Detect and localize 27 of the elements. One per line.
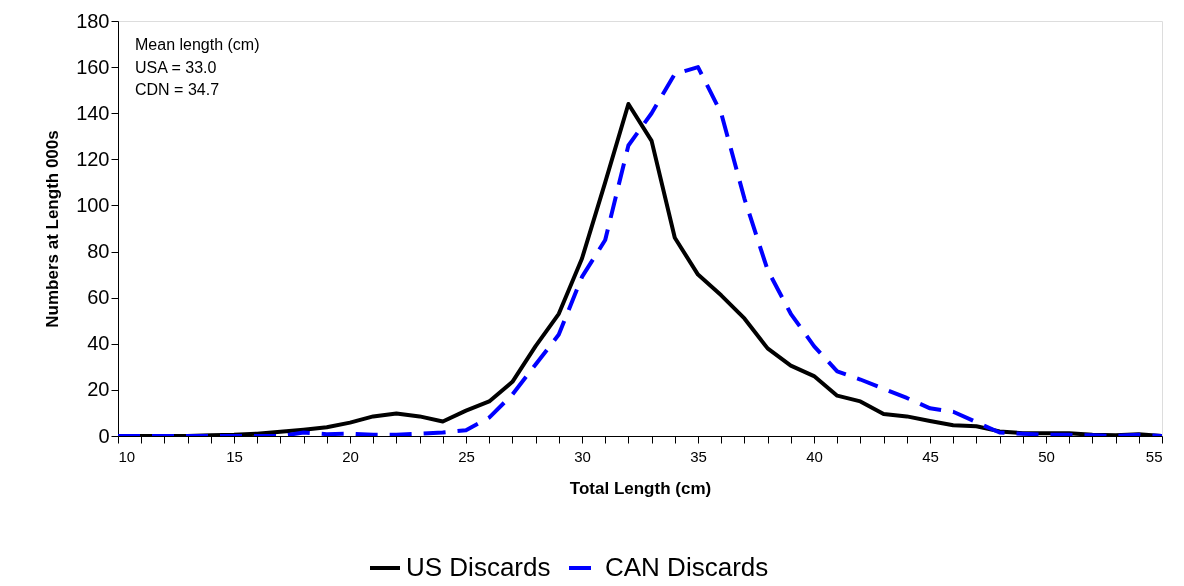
- x-tick-label: 30: [574, 447, 591, 465]
- annotation: CDN = 34.7: [135, 81, 220, 99]
- x-tick-label: 45: [922, 447, 939, 465]
- y-tick-label: 40: [87, 332, 110, 355]
- y-tick-label: 0: [98, 424, 110, 447]
- x-tick-label: 50: [1038, 447, 1055, 465]
- y-tick-label: 60: [87, 286, 110, 309]
- y-axis-title: Numbers at Length 000s: [43, 130, 63, 328]
- legend-label: CAN Discards: [605, 552, 769, 582]
- y-tick-label: 20: [87, 378, 110, 401]
- x-tick-label: 20: [342, 447, 359, 465]
- x-tick-label: 10: [118, 447, 136, 465]
- legend-label: US Discards: [406, 552, 551, 582]
- y-tick-label: 120: [76, 147, 110, 170]
- x-axis-title: Total Length (cm): [569, 478, 712, 498]
- x-tick-label: 35: [690, 447, 707, 465]
- y-tick-label: 140: [76, 101, 110, 124]
- y-tick-label: 100: [76, 193, 110, 216]
- y-tick-label: 160: [76, 55, 110, 78]
- annotation: USA = 33.0: [135, 58, 217, 76]
- y-tick-label: 80: [87, 240, 110, 263]
- x-tick-label: 55: [1145, 447, 1163, 465]
- annotation: Mean length (cm): [135, 36, 260, 53]
- x-tick-label: 40: [806, 447, 823, 465]
- y-tick-label: 180: [76, 9, 110, 32]
- x-tick-label: 15: [226, 447, 243, 465]
- x-tick-label: 25: [458, 447, 475, 465]
